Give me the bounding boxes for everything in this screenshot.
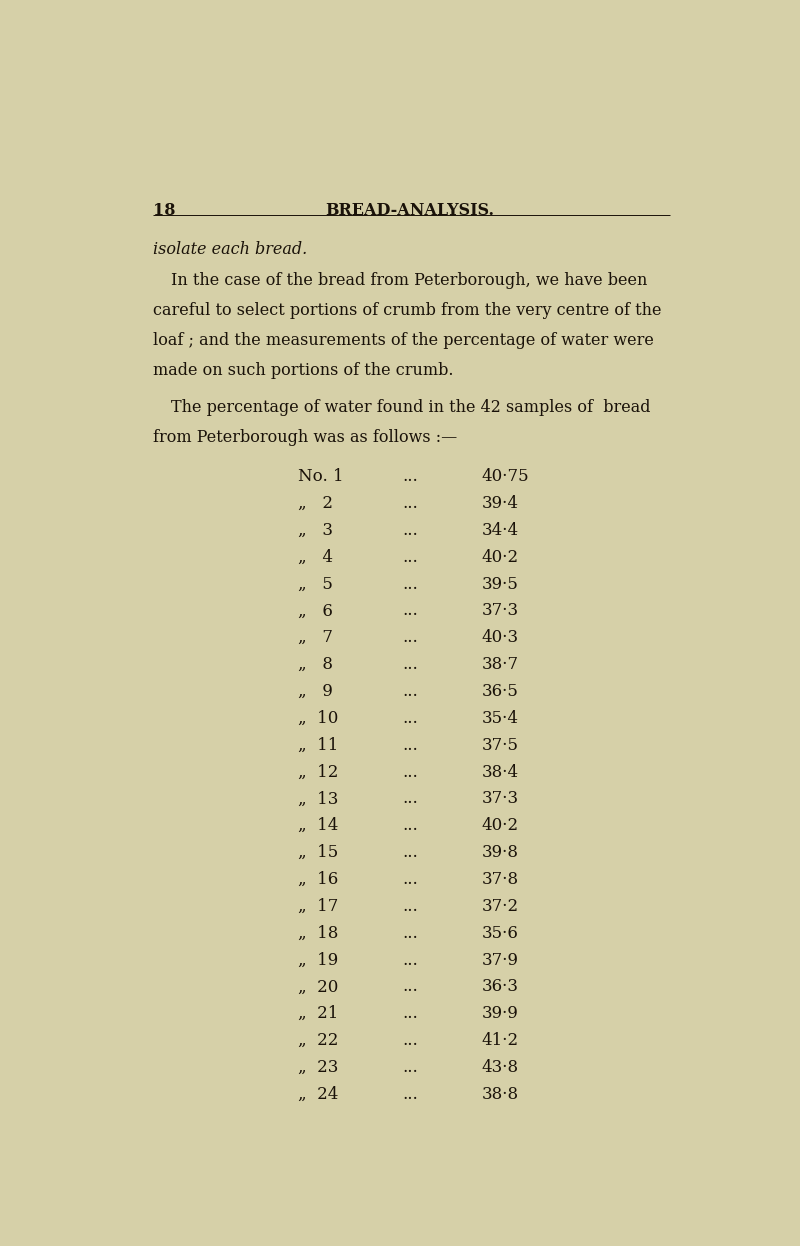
Text: 38·8: 38·8 (482, 1087, 518, 1103)
Text: ...: ... (402, 871, 418, 888)
Text: ...: ... (402, 495, 418, 512)
Text: ...: ... (402, 522, 418, 538)
Text: 40·2: 40·2 (482, 548, 518, 566)
Text: 39·9: 39·9 (482, 1006, 518, 1022)
Text: „   8: „ 8 (298, 657, 334, 673)
Text: 38·4: 38·4 (482, 764, 518, 780)
Text: ...: ... (402, 1032, 418, 1049)
Text: 39·8: 39·8 (482, 844, 518, 861)
Text: 37·3: 37·3 (482, 790, 518, 807)
Text: careful to select portions of crumb from the very centre of the: careful to select portions of crumb from… (153, 302, 662, 319)
Text: 38·7: 38·7 (482, 657, 518, 673)
Text: „  14: „ 14 (298, 817, 338, 835)
Text: ...: ... (402, 925, 418, 942)
Text: 35·4: 35·4 (482, 710, 518, 726)
Text: ...: ... (402, 710, 418, 726)
Text: „  10: „ 10 (298, 710, 338, 726)
Text: „  20: „ 20 (298, 978, 338, 996)
Text: „  12: „ 12 (298, 764, 338, 780)
Text: 39·4: 39·4 (482, 495, 518, 512)
Text: „   2: „ 2 (298, 495, 334, 512)
Text: No. 1: No. 1 (298, 468, 344, 485)
Text: „  18: „ 18 (298, 925, 338, 942)
Text: 40·3: 40·3 (482, 629, 518, 647)
Text: „  19: „ 19 (298, 952, 338, 968)
Text: ...: ... (402, 952, 418, 968)
Text: ...: ... (402, 978, 418, 996)
Text: ...: ... (402, 629, 418, 647)
Text: ...: ... (402, 548, 418, 566)
Text: BREAD-ANALYSIS.: BREAD-ANALYSIS. (326, 202, 494, 219)
Text: made on such portions of the crumb.: made on such portions of the crumb. (153, 361, 453, 379)
Text: „  16: „ 16 (298, 871, 338, 888)
Text: ...: ... (402, 764, 418, 780)
Text: „   3: „ 3 (298, 522, 334, 538)
Text: 18: 18 (153, 202, 175, 219)
Text: ...: ... (402, 898, 418, 915)
Text: „  13: „ 13 (298, 790, 338, 807)
Text: „  22: „ 22 (298, 1032, 338, 1049)
Text: 43·8: 43·8 (482, 1059, 518, 1077)
Text: ...: ... (402, 736, 418, 754)
Text: 34·4: 34·4 (482, 522, 518, 538)
Text: „  23: „ 23 (298, 1059, 338, 1077)
Text: „   6: „ 6 (298, 602, 334, 619)
Text: 36·3: 36·3 (482, 978, 518, 996)
Text: ...: ... (402, 602, 418, 619)
Text: „   4: „ 4 (298, 548, 334, 566)
Text: „   5: „ 5 (298, 576, 334, 593)
Text: ...: ... (402, 1087, 418, 1103)
Text: ...: ... (402, 576, 418, 593)
Text: ...: ... (402, 468, 418, 485)
Text: 39·5: 39·5 (482, 576, 518, 593)
Text: ...: ... (402, 817, 418, 835)
Text: 40·2: 40·2 (482, 817, 518, 835)
Text: from Peterborough was as follows :—: from Peterborough was as follows :— (153, 429, 457, 446)
Text: „   9: „ 9 (298, 683, 334, 700)
Text: ...: ... (402, 790, 418, 807)
Text: In the case of the bread from Peterborough, we have been: In the case of the bread from Peterborou… (171, 273, 648, 289)
Text: isolate each bread.: isolate each bread. (153, 240, 307, 258)
Text: 37·2: 37·2 (482, 898, 518, 915)
Text: ...: ... (402, 1006, 418, 1022)
Text: The percentage of water found in the 42 samples of  bread: The percentage of water found in the 42 … (171, 399, 651, 416)
Text: 37·5: 37·5 (482, 736, 518, 754)
Text: „  17: „ 17 (298, 898, 338, 915)
Text: ...: ... (402, 844, 418, 861)
Text: „  21: „ 21 (298, 1006, 338, 1022)
Text: „   7: „ 7 (298, 629, 334, 647)
Text: „  11: „ 11 (298, 736, 338, 754)
Text: ...: ... (402, 657, 418, 673)
Text: „  15: „ 15 (298, 844, 338, 861)
Text: loaf ; and the measurements of the percentage of water were: loaf ; and the measurements of the perce… (153, 331, 654, 349)
Text: 41·2: 41·2 (482, 1032, 518, 1049)
Text: ...: ... (402, 683, 418, 700)
Text: 35·6: 35·6 (482, 925, 518, 942)
Text: ...: ... (402, 1059, 418, 1077)
Text: 37·3: 37·3 (482, 602, 518, 619)
Text: „  24: „ 24 (298, 1087, 338, 1103)
Text: 37·9: 37·9 (482, 952, 518, 968)
Text: 36·5: 36·5 (482, 683, 518, 700)
Text: 37·8: 37·8 (482, 871, 518, 888)
Text: 40·75: 40·75 (482, 468, 529, 485)
